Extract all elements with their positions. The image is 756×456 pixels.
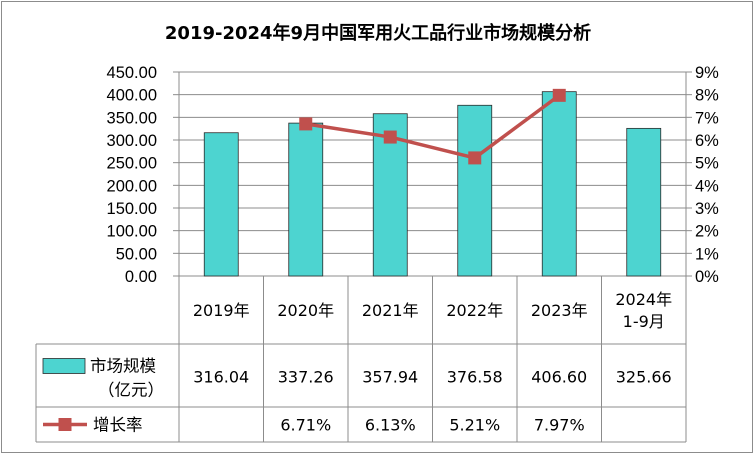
- y-left-tick-label: 200.00: [107, 177, 157, 195]
- category-label: 2020年: [277, 301, 334, 320]
- y-right-tick-label: 6%: [695, 132, 719, 150]
- category-label-line: 2019年: [193, 301, 250, 320]
- legend-swatch-bar: [42, 358, 86, 374]
- y-left-tick-label: 150.00: [107, 200, 157, 218]
- category-label: 2021年: [362, 301, 419, 320]
- category-label-line: 1-9月: [623, 312, 665, 331]
- y-left-tick-label: 450.00: [107, 64, 157, 82]
- growth-marker: [383, 130, 397, 144]
- bar-series: [203, 91, 662, 277]
- table-value-bar: 357.94: [362, 368, 418, 387]
- y-right-tick-label: 0%: [695, 268, 719, 286]
- category-label: 2022年: [446, 301, 503, 320]
- y-right-tick-label: 9%: [695, 64, 719, 82]
- table-value-line: 7.97%: [534, 416, 585, 435]
- y-right-tick-label: 2%: [695, 223, 719, 241]
- category-label-line: 2021年: [362, 301, 419, 320]
- axes: 0.00 50.00 100.00 150.00 200.00 250.00 300.00 3…: [107, 64, 720, 286]
- legend-label-bar: 市场规模: [90, 357, 156, 376]
- table-value-bar: 316.04: [193, 368, 249, 387]
- y-right-tick-label: 3%: [695, 200, 719, 218]
- y-right-tick-label: 8%: [695, 87, 719, 105]
- y-left-tick-label: 300.00: [107, 132, 157, 150]
- table-value-bar: 325.66: [616, 368, 672, 387]
- growth-line-series: [299, 88, 566, 165]
- category-label: 2024年 1-9月: [615, 290, 672, 331]
- grid-lines: [179, 71, 686, 277]
- y-left-tick-label: 350.00: [107, 109, 157, 127]
- y-left-tick-label: 400.00: [107, 87, 157, 105]
- growth-marker: [552, 88, 566, 102]
- chart-title: 2019-2024年9月中国军用火工品行业市场规模分析: [165, 22, 591, 44]
- category-label-line: 2020年: [277, 301, 334, 320]
- y-left-tick-label: 0.00: [125, 268, 157, 286]
- growth-marker: [468, 151, 482, 165]
- y-left-tick-label: 100.00: [107, 223, 157, 241]
- y-right-tick-label: 4%: [695, 177, 719, 195]
- category-label-line: 2024年: [615, 290, 672, 309]
- growth-line: [305, 93, 561, 160]
- category-label: 2019年: [193, 301, 250, 320]
- y-left-tick-label: 250.00: [107, 155, 157, 173]
- growth-marker: [299, 117, 313, 131]
- table-value-line: 6.71%: [280, 416, 331, 435]
- legend-swatch-marker: [58, 418, 72, 431]
- bar: [203, 132, 239, 277]
- table-value-bar: 406.60: [531, 368, 587, 387]
- table-value-line: 5.21%: [449, 416, 500, 435]
- y-right-tick-label: 7%: [695, 109, 719, 127]
- bar: [457, 104, 493, 277]
- table-value-line: 6.13%: [365, 416, 416, 435]
- category-label: 2023年: [531, 301, 588, 320]
- table-value-bar: 337.26: [278, 368, 334, 387]
- bar: [626, 127, 662, 277]
- category-label-line: 2022年: [446, 301, 503, 320]
- bar: [541, 91, 577, 277]
- bar: [288, 122, 324, 277]
- table-value-bar: 376.58: [447, 368, 503, 387]
- y-right-tick-label: 1%: [695, 245, 719, 263]
- y-left-tick-label: 50.00: [116, 245, 157, 263]
- category-label-line: 2023年: [531, 301, 588, 320]
- legend-label-line: 增长率: [93, 416, 143, 435]
- legend-label-bar-unit: （亿元）: [98, 381, 164, 400]
- y-right-tick-label: 5%: [695, 155, 719, 173]
